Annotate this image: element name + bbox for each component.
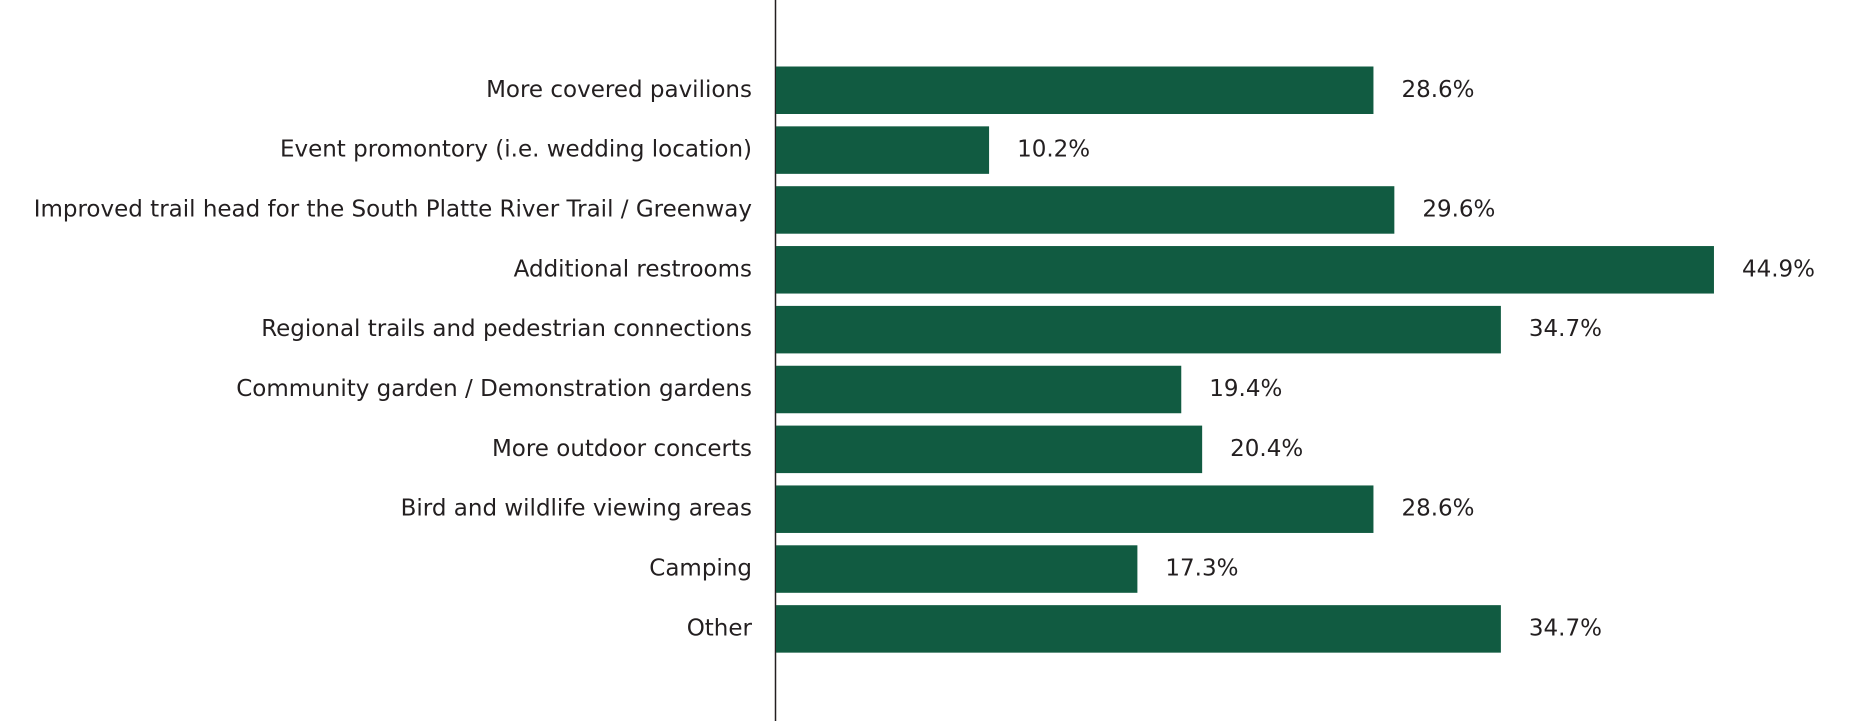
bar <box>776 545 1138 593</box>
bar <box>776 605 1501 653</box>
bar <box>776 365 1182 414</box>
value-label: 17.3% <box>1165 556 1238 582</box>
category-label: Bird and wildlife viewing areas <box>401 496 752 522</box>
value-label: 28.6% <box>1401 77 1474 103</box>
bar <box>776 305 1501 354</box>
bar <box>776 126 990 174</box>
category-label: More covered pavilions <box>486 77 752 103</box>
bar <box>776 246 1714 294</box>
category-label: Camping <box>649 556 752 582</box>
category-label: Event promontory (i.e. wedding location) <box>280 137 752 163</box>
value-label: 10.2% <box>1017 137 1090 163</box>
bar <box>776 66 1374 114</box>
value-label: 34.7% <box>1529 615 1602 641</box>
bar <box>776 186 1395 234</box>
category-label: Additional restrooms <box>514 256 752 282</box>
category-label: Other <box>687 615 753 641</box>
value-label: 29.6% <box>1422 196 1495 222</box>
value-label: 20.4% <box>1230 436 1303 462</box>
category-label: Community garden / Demonstration gardens <box>236 376 752 402</box>
bar <box>776 425 1203 474</box>
category-label: Improved trail head for the South Platte… <box>34 196 752 222</box>
value-label: 19.4% <box>1209 376 1282 402</box>
category-label: Regional trails and pedestrian connectio… <box>261 316 752 342</box>
category-label: More outdoor concerts <box>492 436 752 462</box>
value-label: 34.7% <box>1529 316 1602 342</box>
value-label: 44.9% <box>1742 256 1815 282</box>
value-label: 28.6% <box>1401 496 1474 522</box>
bar <box>776 485 1374 533</box>
